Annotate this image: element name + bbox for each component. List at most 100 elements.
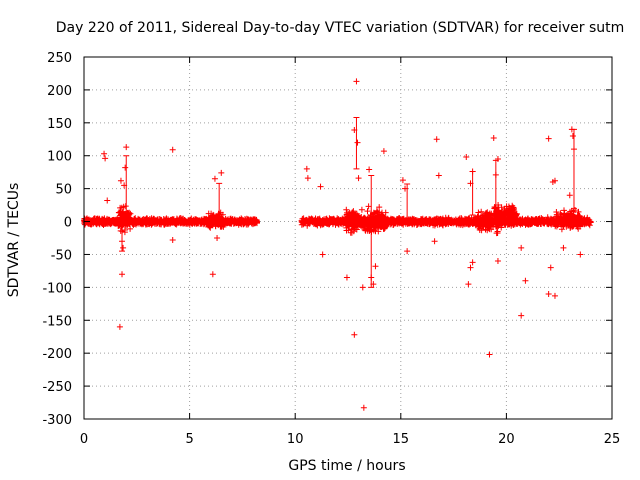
y-tick-label: -300 <box>42 413 72 428</box>
data-point <box>102 155 109 162</box>
band-markers <box>205 209 227 231</box>
data-point <box>319 251 326 258</box>
data-point <box>467 180 474 187</box>
data-point <box>518 244 525 251</box>
data-point <box>577 251 584 258</box>
data-point <box>351 127 358 134</box>
data-point <box>372 263 379 270</box>
dense-band <box>342 203 389 236</box>
data-point <box>304 175 311 182</box>
band-markers <box>342 203 389 236</box>
error-bar <box>353 117 360 170</box>
data-point <box>117 177 124 184</box>
data-point <box>123 144 130 151</box>
data-point <box>545 290 552 297</box>
data-point <box>353 78 360 85</box>
band-markers <box>298 214 594 229</box>
x-tick-label: 25 <box>604 432 621 447</box>
data-point <box>211 175 218 182</box>
y-tick-label: -200 <box>42 347 72 362</box>
x-tick-label: 20 <box>498 432 515 447</box>
data-point <box>545 135 552 142</box>
data-point <box>218 169 225 176</box>
error-bar <box>469 171 476 216</box>
error-bar <box>123 155 130 213</box>
y-tick-label: 0 <box>64 216 72 231</box>
band-markers <box>81 215 260 229</box>
data-point <box>490 134 497 141</box>
y-tick-label: 250 <box>47 51 72 66</box>
data-point <box>518 312 525 319</box>
data-point <box>465 281 472 288</box>
data-point <box>120 244 127 251</box>
data-point <box>494 258 501 265</box>
error-bar <box>368 174 375 288</box>
data-point <box>494 156 501 163</box>
data-point <box>435 172 442 179</box>
data-point <box>303 165 310 172</box>
band-markers <box>491 202 520 231</box>
data-point <box>469 259 476 266</box>
data-point <box>402 185 409 192</box>
data-point <box>566 192 573 199</box>
dense-band <box>552 207 584 233</box>
y-tick-label: -150 <box>42 314 72 329</box>
data-point <box>551 292 558 299</box>
data-point <box>122 164 129 171</box>
data-point <box>370 281 377 288</box>
data-point <box>467 264 474 271</box>
data-point <box>354 139 361 146</box>
y-tick-label: 100 <box>47 150 72 165</box>
band-markers <box>115 203 134 236</box>
data-point <box>343 274 350 281</box>
data-point <box>351 331 358 338</box>
data-point <box>104 197 111 204</box>
grid <box>84 57 612 419</box>
y-tick-label: 150 <box>47 117 72 132</box>
data-point <box>169 146 176 153</box>
data-point <box>560 244 567 251</box>
data-point <box>399 177 406 184</box>
dense-band <box>298 214 594 229</box>
data-point <box>486 351 493 358</box>
y-axis-label: SDTVAR / TECUs <box>6 183 22 298</box>
error-bar <box>216 182 223 216</box>
x-tick-label: 15 <box>393 432 410 447</box>
data-point <box>366 166 373 173</box>
data-point <box>359 284 366 291</box>
data-point <box>101 150 108 157</box>
data-point <box>469 168 476 175</box>
dense-band <box>81 215 260 229</box>
plot-frame <box>83 56 613 420</box>
y-tick-label: -250 <box>42 380 72 395</box>
y-tick-label: 200 <box>47 84 72 99</box>
data-point <box>119 271 126 278</box>
y-tick-label: -50 <box>51 248 72 263</box>
data-point <box>317 183 324 190</box>
data-point <box>522 277 529 284</box>
data-point <box>360 404 367 411</box>
y-tick-label: 50 <box>55 183 72 198</box>
data-point <box>119 238 126 245</box>
data-point <box>355 175 362 182</box>
data-point <box>214 235 221 241</box>
data-point <box>463 154 470 161</box>
error-bar <box>492 159 499 209</box>
data-point <box>209 271 216 278</box>
data-point <box>568 126 575 133</box>
data-point <box>368 274 375 281</box>
x-tick-label: 5 <box>185 432 193 447</box>
data-point <box>569 132 576 139</box>
data-point <box>380 148 387 155</box>
data-point <box>433 136 440 143</box>
x-tick-label: 10 <box>287 432 304 447</box>
data-point <box>570 146 577 153</box>
data-point <box>492 171 499 178</box>
x-tick-label: 0 <box>80 432 88 447</box>
band-markers <box>552 207 584 233</box>
y-tick-label: -100 <box>42 281 72 296</box>
data-point <box>431 238 438 245</box>
dense-band <box>491 202 520 231</box>
axis-ticks: -300 -250 -200 -150 -100 -50 0 50 100 150 200 250 0 5… <box>42 51 620 447</box>
